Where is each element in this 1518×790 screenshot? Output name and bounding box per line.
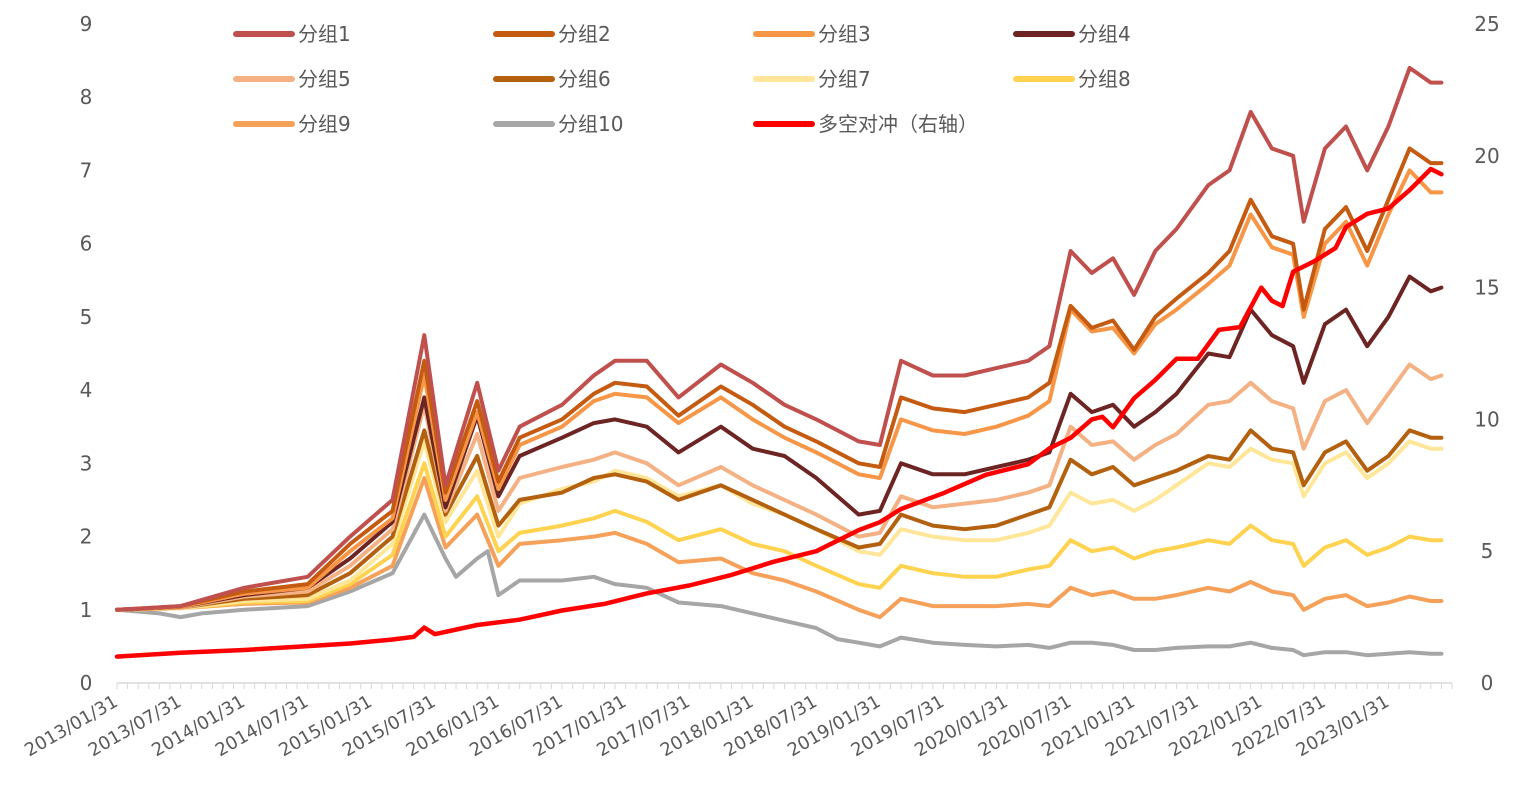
series-line-6 xyxy=(115,428,1444,612)
y-left-tick-label: 3 xyxy=(80,451,93,475)
legend-label-2: 分组2 xyxy=(558,22,611,46)
y-left-tick-label: 5 xyxy=(80,305,93,329)
legend-label-1: 分组1 xyxy=(298,22,351,46)
y-left-tick-label: 4 xyxy=(80,378,93,402)
y-right-tick-label: 0 xyxy=(1481,671,1494,695)
legend-label-9: 分组9 xyxy=(298,112,351,136)
legend-label-7: 分组7 xyxy=(818,67,871,91)
series-line-2 xyxy=(115,146,1444,612)
legend: 分组1 分组2 分组3 分组4 分组5 分组6 分组7 分组8 分组9 分组10 多空对冲（右轴） xyxy=(233,22,1131,136)
series-line-8 xyxy=(115,461,1444,612)
y-right-tick-label: 15 xyxy=(1474,276,1499,300)
y-left-tick-label: 8 xyxy=(80,85,93,109)
y-axis-left: 0 1 2 3 4 5 6 7 8 9 xyxy=(80,12,93,695)
legend-label-5: 分组5 xyxy=(298,67,351,91)
series-line-1 xyxy=(115,65,1444,612)
y-left-tick-label: 7 xyxy=(80,158,93,182)
series-line-9 xyxy=(115,476,1444,620)
legend-label-8: 分组8 xyxy=(1078,67,1131,91)
x-axis-ticks xyxy=(116,683,1453,689)
y-axis-right: 0 5 10 15 20 25 xyxy=(1474,12,1499,695)
y-left-tick-label: 0 xyxy=(80,671,93,695)
series-line-5 xyxy=(115,362,1444,612)
y-right-tick-label: 5 xyxy=(1481,539,1494,563)
series-line-7 xyxy=(115,439,1444,612)
x-axis-labels: 2013/01/312013/07/312014/01/312014/07/31… xyxy=(21,691,1393,761)
y-right-tick-label: 25 xyxy=(1474,12,1499,36)
legend-label-3: 分组3 xyxy=(818,22,871,46)
legend-label-11: 多空对冲（右轴） xyxy=(818,112,978,136)
legend-label-6: 分组6 xyxy=(558,67,611,91)
y-right-tick-label: 20 xyxy=(1474,144,1499,168)
legend-label-10: 分组10 xyxy=(558,112,623,136)
series-line-10 xyxy=(115,512,1444,658)
y-right-tick-label: 10 xyxy=(1474,407,1499,431)
y-left-tick-label: 2 xyxy=(80,525,93,549)
y-left-tick-label: 9 xyxy=(80,12,93,36)
series-lines xyxy=(114,65,1444,659)
series-line-11 xyxy=(114,166,1444,659)
legend-label-4: 分组4 xyxy=(1078,22,1131,46)
y-left-tick-label: 6 xyxy=(80,232,93,256)
y-left-tick-label: 1 xyxy=(80,598,93,622)
